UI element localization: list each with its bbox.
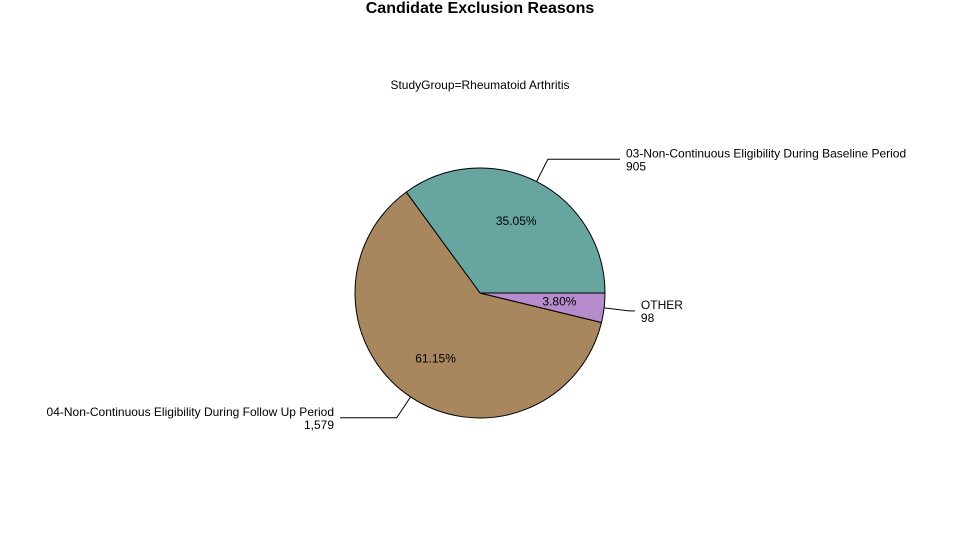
category-label: 03-Non-Continuous Eligibility During Bas…: [626, 146, 906, 160]
leader-line: [604, 307, 635, 312]
chart-title: Candidate Exclusion Reasons: [366, 0, 595, 17]
percentage-label: 35.05%: [496, 214, 537, 228]
percentage-label: 61.15%: [415, 352, 456, 366]
percentage-label: 3.80%: [542, 295, 576, 309]
value-label: 905: [626, 159, 646, 173]
leader-line: [536, 158, 620, 182]
leader-line: [340, 396, 411, 419]
category-label: 04-Non-Continuous Eligibility During Fol…: [47, 405, 334, 419]
chart-subtitle: StudyGroup=Rheumatoid Arthritis: [390, 78, 569, 92]
value-label: 98: [641, 311, 655, 325]
value-label: 1,579: [304, 418, 334, 432]
pie-slice: [479, 292, 606, 324]
category-label: OTHER: [641, 298, 683, 312]
